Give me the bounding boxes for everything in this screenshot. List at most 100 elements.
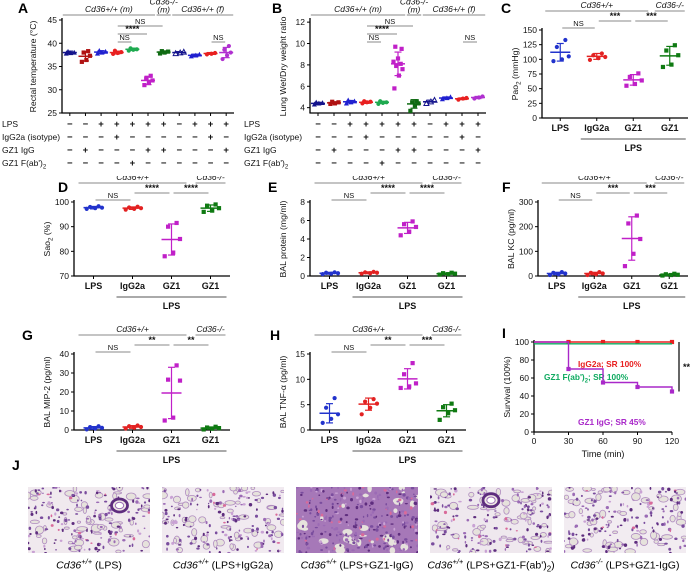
svg-text:0: 0 <box>528 271 533 281</box>
svg-text:LPS: LPS <box>163 301 181 311</box>
svg-text:IgG2a: IgG2a <box>120 435 146 445</box>
svg-text:Cd36+/+: Cd36+/+ <box>352 176 385 182</box>
svg-text:20: 20 <box>60 387 70 397</box>
svg-text:+: + <box>395 145 401 156</box>
histology-image-3 <box>295 484 421 558</box>
series-points <box>436 401 458 422</box>
histology-label-1: Cd36+/+ (LPS) <box>56 557 122 572</box>
series-points <box>122 423 144 431</box>
svg-text:0: 0 <box>300 425 305 435</box>
svg-text:NS: NS <box>570 191 580 200</box>
svg-text:GZ1: GZ1 <box>438 435 456 445</box>
histology-label-4: Cd36+/+ (LPS+GZ1-F(ab')2) <box>427 557 555 574</box>
svg-text:6: 6 <box>300 216 305 226</box>
series-points <box>659 43 681 70</box>
panel-G-letter: G <box>22 327 33 343</box>
series-points <box>659 271 680 278</box>
svg-text:−: − <box>208 145 214 156</box>
panel-A: A 25 30 35 40 45 Rectal temperature (°C) Cd36+… <box>0 0 240 175</box>
svg-text:GZ1: GZ1 <box>202 435 220 445</box>
series-points <box>319 395 341 426</box>
series-points <box>161 220 183 259</box>
svg-text:LPS: LPS <box>321 281 339 291</box>
panel-E-chart: 0 2 4 6 8 BAL protein (mg/ml) Cd36+/+ Cd36-/- NS… <box>278 176 466 311</box>
svg-text:200: 200 <box>519 222 533 232</box>
series-points <box>621 213 643 269</box>
svg-text:+: + <box>379 119 385 130</box>
svg-text:12: 12 <box>296 17 306 27</box>
svg-text:−: − <box>176 132 182 143</box>
svg-text:−: − <box>161 132 167 143</box>
series-points <box>584 269 605 278</box>
svg-text:***: *** <box>645 183 656 193</box>
svg-text:−: − <box>331 158 337 169</box>
svg-text:NS: NS <box>344 343 354 352</box>
svg-text:IgG2a (isotype): IgG2a (isotype) <box>2 132 60 142</box>
panel-H: H 0 5 10 15 BAL TNF-α (pg/ml) Cd36+/+ Cd36-/- N… <box>258 326 480 478</box>
svg-text:0: 0 <box>524 427 529 437</box>
svg-text:+: + <box>145 145 151 156</box>
series-points <box>83 424 105 432</box>
svg-text:30: 30 <box>48 85 58 95</box>
svg-text:LPS: LPS <box>85 281 103 291</box>
svg-text:+: + <box>411 145 417 156</box>
svg-text:−: − <box>379 132 385 143</box>
histology-image-2 <box>156 485 289 558</box>
svg-text:+: + <box>459 119 465 130</box>
svg-text:125: 125 <box>523 40 537 50</box>
svg-text:40: 40 <box>60 349 70 359</box>
svg-text:**: ** <box>384 335 392 345</box>
panel-D-letter: D <box>58 179 69 195</box>
svg-text:300: 300 <box>519 197 533 207</box>
svg-text:+: + <box>459 132 465 143</box>
svg-text:4: 4 <box>300 103 305 113</box>
series-points <box>439 94 453 102</box>
svg-text:−: − <box>192 132 198 143</box>
series-points <box>141 73 155 88</box>
svg-text:GZ1 F(ab')2; SR 100%: GZ1 F(ab')2; SR 100% <box>544 372 629 385</box>
svg-text:90: 90 <box>60 222 70 232</box>
series-points <box>122 204 144 212</box>
histology-tissue-4 <box>428 486 556 558</box>
series-points <box>109 48 124 57</box>
svg-text:NS: NS <box>135 17 145 26</box>
svg-text:70: 70 <box>60 271 70 281</box>
svg-text:+: + <box>192 119 198 130</box>
svg-text:−: − <box>83 158 89 169</box>
svg-text:−: − <box>459 145 465 156</box>
svg-text:****: **** <box>145 183 160 193</box>
svg-text:−: − <box>83 119 89 130</box>
svg-text:NS: NS <box>119 33 129 42</box>
svg-text:−: − <box>223 132 229 143</box>
svg-text:LPS: LPS <box>85 435 103 445</box>
svg-text:−: − <box>363 145 369 156</box>
svg-text:Cd36+/+ (f): Cd36+/+ (f) <box>181 4 224 14</box>
svg-text:−: − <box>192 145 198 156</box>
panel-H-chart: 0 5 10 15 BAL TNF-α (pg/ml) Cd36+/+ Cd36-/- NS *… <box>278 326 466 465</box>
svg-text:***: *** <box>608 183 619 193</box>
svg-text:Lung Wet/Dry weight ratio: Lung Wet/Dry weight ratio <box>278 16 288 116</box>
svg-text:***: *** <box>610 11 621 21</box>
svg-text:Time (min): Time (min) <box>582 449 625 459</box>
svg-text:+: + <box>347 119 353 130</box>
svg-text:GZ1: GZ1 <box>163 435 181 445</box>
svg-text:BAL protein (mg/ml): BAL protein (mg/ml) <box>278 200 288 277</box>
svg-text:LPS: LPS <box>163 455 181 465</box>
series-points <box>358 396 380 417</box>
svg-text:8: 8 <box>300 197 305 207</box>
svg-text:−: − <box>67 132 73 143</box>
series-points <box>200 202 222 214</box>
panel-F: F 0 100 200 300 BAL KC (pg/ml) Cd36+/+ Cd36-/-… <box>486 176 700 324</box>
series-points <box>219 43 234 62</box>
svg-text:IgG2a: IgG2a <box>584 123 610 133</box>
svg-text:−: − <box>475 132 481 143</box>
svg-text:GZ1: GZ1 <box>660 281 678 291</box>
svg-text:−: − <box>443 158 449 169</box>
series-points <box>78 49 93 64</box>
histology-label-3: Cd36+/+ (LPS+GZ1-IgG) <box>300 557 414 572</box>
panel-B-chart: 4 6 8 10 12 Lung Wet/Dry weight ratio Cd36+/+ … <box>244 0 486 171</box>
panel-C-chart: 0 25 50 75 100 125 150 Pao2 (mmHg) Cd36+/+ Cd36-/… <box>510 0 688 153</box>
svg-text:−: − <box>379 145 385 156</box>
svg-text:NS: NS <box>213 33 223 42</box>
svg-text:2: 2 <box>300 253 305 263</box>
